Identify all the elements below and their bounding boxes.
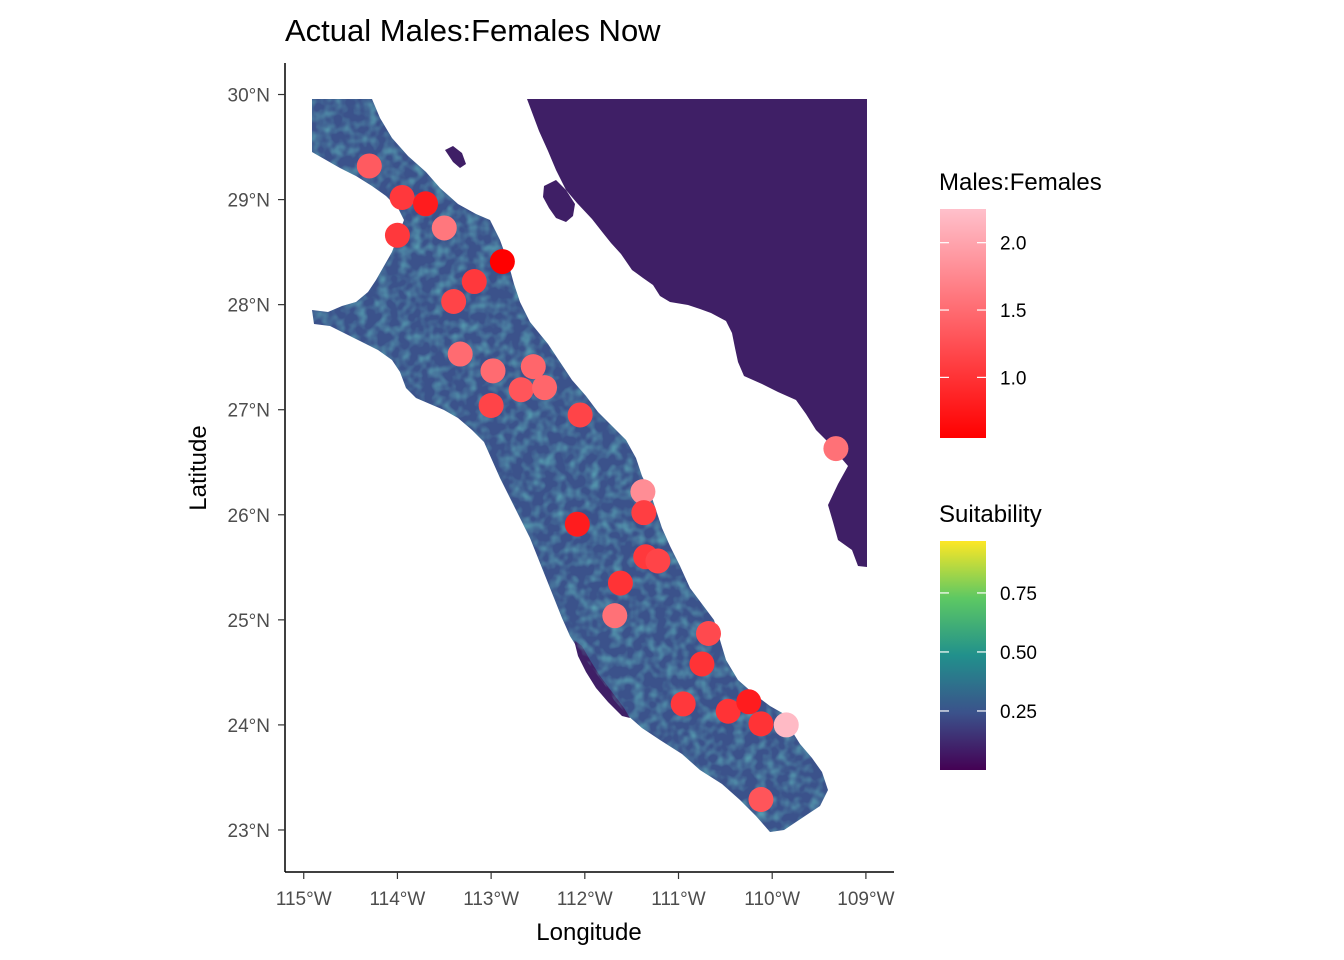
sample-point (695, 621, 721, 647)
sample-point (689, 651, 715, 677)
sample-point (715, 698, 741, 724)
legend-ratio-ticks: 1.0 1.5 2.0 (940, 234, 1026, 389)
sample-point (602, 603, 628, 629)
x-tick-label: 110°W (744, 889, 800, 910)
y-tick-label: 28°N (228, 296, 270, 317)
legend-ratio-colorbar (940, 209, 986, 438)
legend-ratio-title: Males:Females (939, 169, 1102, 196)
y-tick-label: 29°N (228, 191, 270, 212)
y-tick-label: 26°N (228, 506, 270, 527)
sample-point (413, 191, 439, 217)
sample-point (567, 402, 593, 428)
sample-point (356, 153, 382, 179)
sample-points (356, 153, 849, 813)
legend-suit-ticks: 0.25 0.50 0.75 (940, 584, 1037, 723)
x-tick-label: 113°W (463, 889, 519, 910)
legend-tick-label: 0.75 (1000, 584, 1037, 605)
y-tick-label: 25°N (228, 611, 270, 632)
y-tick-label: 27°N (228, 401, 270, 422)
mainland-sonora (527, 99, 867, 567)
x-axis-title: Longitude (536, 919, 641, 946)
sample-point (748, 787, 774, 813)
isla-angel-de-la-guarda (445, 146, 466, 168)
sample-point (480, 358, 506, 384)
sample-point (389, 184, 415, 210)
x-axis-ticks: 115°W 114°W 113°W 112°W 111°W 110°W 109°W (276, 872, 895, 910)
sample-point (645, 548, 671, 574)
x-tick-label: 115°W (276, 889, 332, 910)
sample-point (823, 436, 849, 462)
sample-point (670, 691, 696, 717)
legend-suit-title: Suitability (939, 501, 1042, 528)
sample-point (748, 711, 774, 737)
sample-point (630, 479, 656, 505)
x-tick-label: 112°W (557, 889, 613, 910)
sample-point (564, 511, 590, 537)
legend-suitability: Suitability 0.25 0.50 0.75 (939, 501, 1042, 770)
x-tick-label: 111°W (651, 889, 705, 910)
isla-tiburon (543, 180, 575, 222)
axes: 115°W 114°W 113°W 112°W 111°W 110°W 109°W 23°N… (185, 63, 895, 946)
y-axis-title: Latitude (185, 425, 212, 510)
sample-point (520, 354, 546, 380)
legend-tick-label: 0.50 (1000, 643, 1037, 664)
x-tick-label: 114°W (370, 889, 426, 910)
sample-point (447, 341, 473, 367)
y-axis-ticks: 23°N 24°N 25°N 26°N 27°N 28°N 29°N 30°N (228, 86, 285, 842)
sample-point (489, 249, 515, 275)
y-tick-label: 30°N (228, 86, 270, 107)
legend-suit-colorbar (940, 541, 986, 770)
legend-tick-label: 2.0 (1000, 234, 1026, 255)
sample-point (773, 712, 799, 738)
sample-point (461, 269, 487, 295)
legend-tick-label: 1.0 (1000, 368, 1026, 389)
sample-point (736, 689, 762, 715)
sample-point (607, 570, 633, 596)
plot-title: Actual Males:Females Now (285, 13, 661, 48)
legend-males-females: Males:Females 1.0 1.5 2.0 (939, 169, 1102, 438)
x-tick-label: 109°W (837, 889, 894, 910)
legend-tick-label: 1.5 (1000, 301, 1026, 322)
legend-tick-label: 0.25 (1000, 702, 1037, 723)
sample-point (384, 222, 410, 248)
sample-point (508, 377, 534, 403)
y-tick-label: 23°N (228, 821, 270, 842)
sample-point (532, 375, 558, 401)
y-tick-label: 24°N (228, 716, 270, 737)
sample-point (441, 288, 467, 314)
sample-point (431, 215, 457, 241)
sample-point (631, 500, 657, 526)
sample-point (478, 393, 504, 419)
